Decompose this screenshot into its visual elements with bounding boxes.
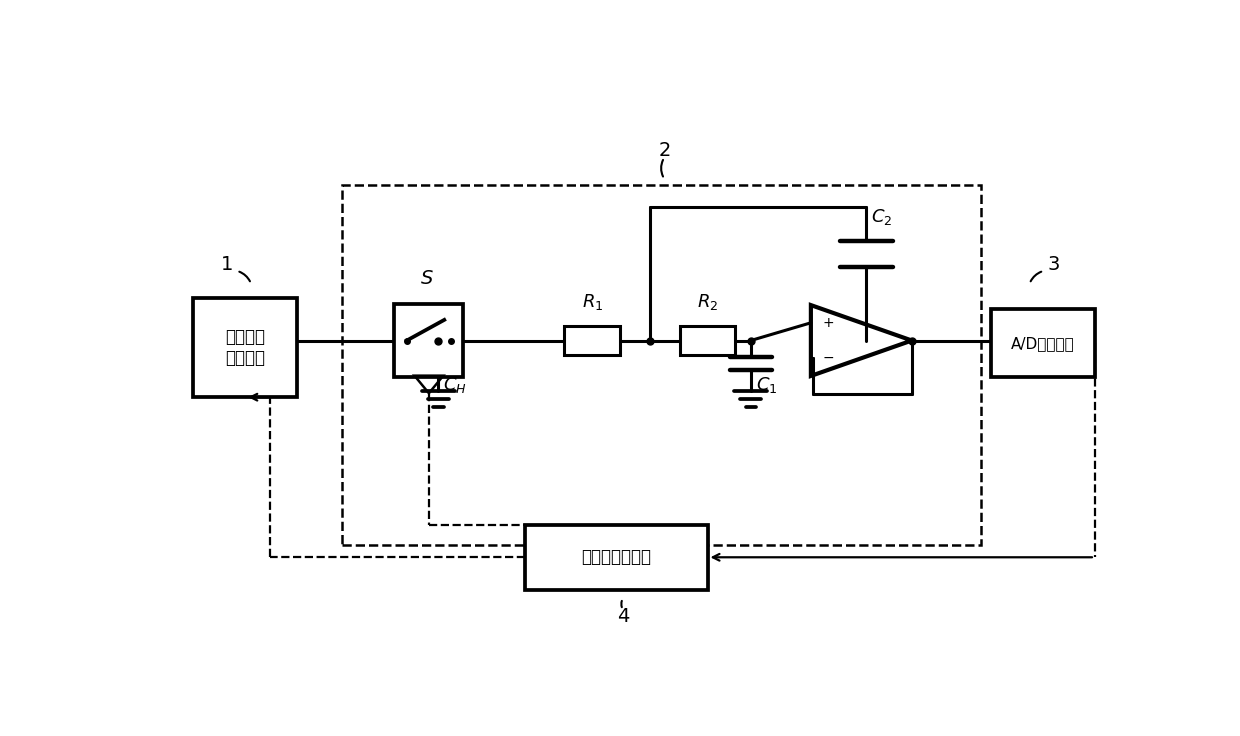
Bar: [394, 304, 464, 378]
Text: 2: 2: [658, 141, 671, 160]
FancyArrowPatch shape: [239, 272, 250, 281]
Text: 3: 3: [1048, 255, 1060, 274]
Text: A/D转换电路: A/D转换电路: [1011, 336, 1075, 351]
Text: $C_1$: $C_1$: [755, 375, 777, 395]
Bar: [193, 298, 298, 397]
Bar: [342, 185, 982, 545]
Bar: [564, 326, 620, 355]
Text: 4: 4: [616, 607, 629, 626]
Bar: [991, 309, 1095, 378]
Text: −: −: [822, 351, 835, 365]
Text: $R_2$: $R_2$: [697, 292, 718, 312]
Text: 数字信号处理器: 数字信号处理器: [582, 548, 651, 566]
Text: $C_H$: $C_H$: [444, 375, 467, 395]
Bar: [680, 326, 735, 355]
Text: $C_2$: $C_2$: [870, 207, 893, 227]
Text: +: +: [822, 316, 835, 330]
Text: 1: 1: [221, 255, 233, 274]
FancyArrowPatch shape: [661, 160, 663, 177]
Text: 电容读取
前端电路: 电容读取 前端电路: [226, 328, 265, 367]
Bar: [525, 525, 708, 590]
Text: $R_1$: $R_1$: [582, 292, 603, 312]
Text: $S$: $S$: [420, 269, 434, 288]
FancyArrowPatch shape: [1030, 272, 1042, 281]
